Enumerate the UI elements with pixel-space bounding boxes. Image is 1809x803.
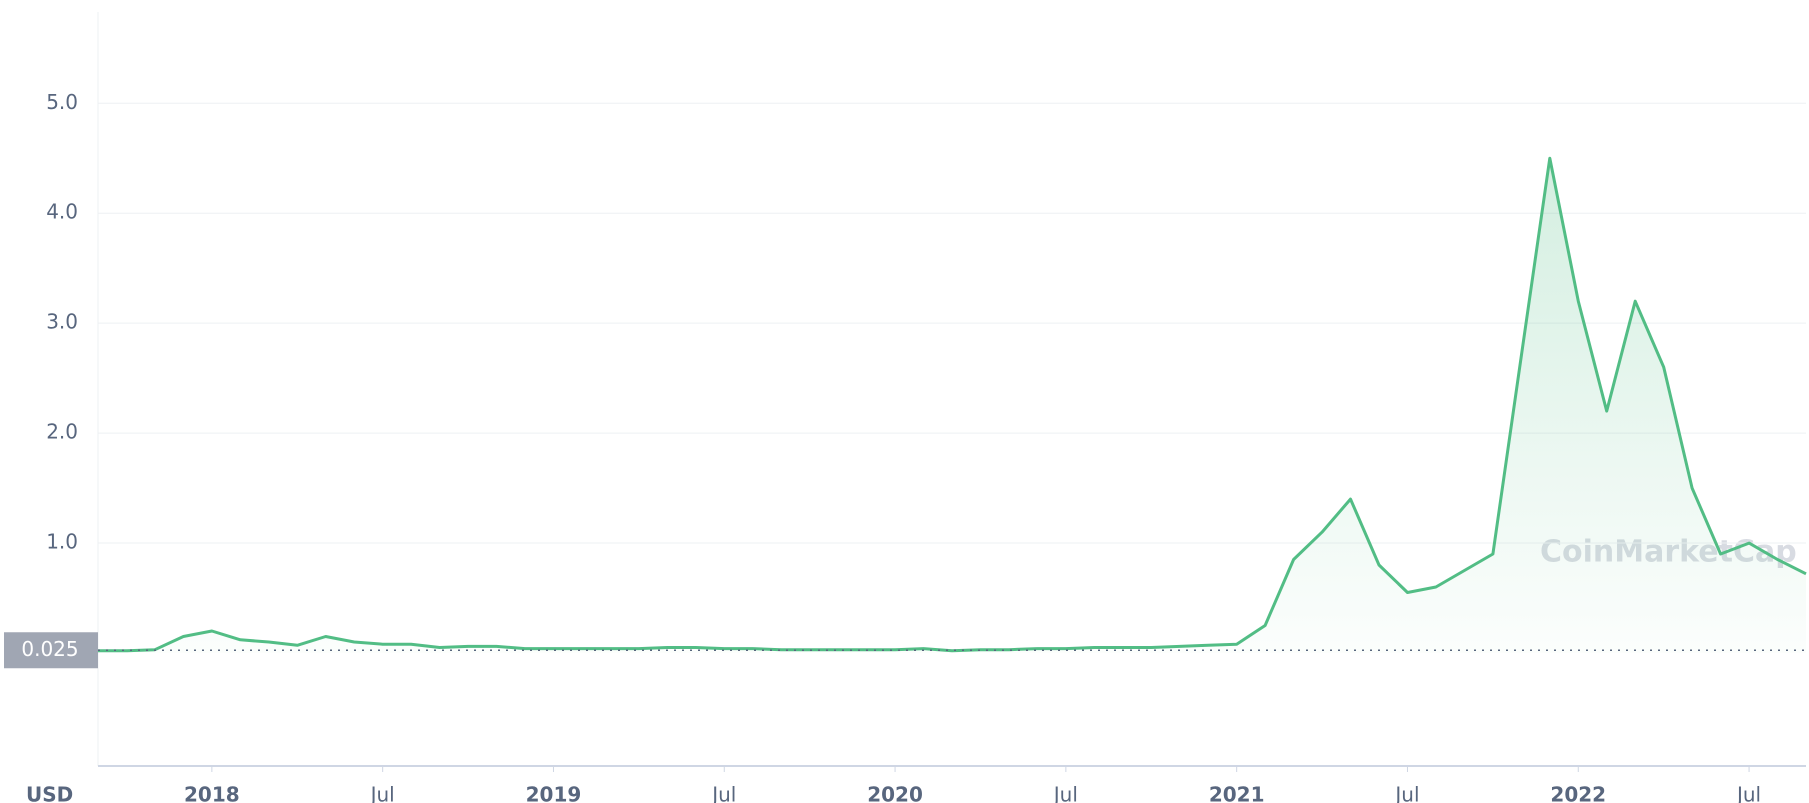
y-axis-label: USD — [26, 783, 73, 803]
x-tick-label: 2022 — [1550, 783, 1606, 803]
y-tick-label: 2.0 — [46, 420, 78, 444]
x-tick-label: 2019 — [526, 783, 582, 803]
y-tick-label: 4.0 — [46, 200, 78, 224]
x-tick-label: Jul — [710, 783, 736, 803]
x-tick-label: Jul — [1735, 783, 1761, 803]
x-tick-label: Jul — [1052, 783, 1078, 803]
y-tick-label: 3.0 — [46, 310, 78, 334]
x-tick-label: 2021 — [1209, 783, 1265, 803]
y-tick-label: 5.0 — [46, 90, 78, 114]
y-tick-label: 1.0 — [46, 530, 78, 554]
x-tick-label: 2018 — [184, 783, 240, 803]
x-tick-label: Jul — [369, 783, 395, 803]
area — [98, 158, 1806, 653]
reference-label: 0.025 — [21, 637, 78, 661]
price-line — [98, 156, 1807, 653]
reference-badge — [4, 632, 98, 669]
x-tick-label: 2020 — [867, 783, 923, 803]
x-tick-label: Jul — [1393, 783, 1419, 803]
